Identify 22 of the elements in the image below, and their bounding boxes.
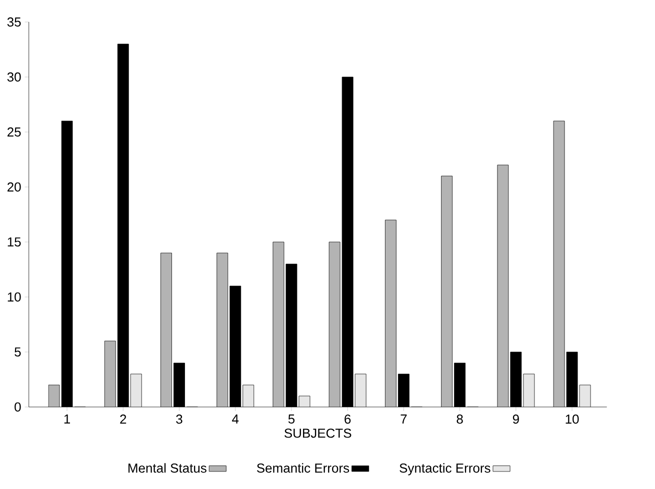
y-tick-label: 5	[14, 347, 21, 357]
y-tick-label: 0	[14, 402, 21, 412]
legend-label: Mental Status	[128, 463, 206, 473]
x-tick-label: 6	[344, 414, 351, 424]
legend-label: Semantic Errors	[256, 463, 350, 473]
y-tick-label: 30	[7, 72, 21, 82]
x-tick-label: 5	[288, 414, 295, 424]
y-tick-label: 35	[7, 17, 21, 27]
x-tick-label: 2	[120, 414, 126, 424]
y-tick-label: 20	[8, 182, 21, 192]
x-axis-title: SUBJECTS	[284, 428, 352, 438]
x-tick-label: 4	[232, 414, 239, 424]
x-tick-label: 8	[456, 414, 463, 424]
y-tick-label: 15	[8, 237, 21, 247]
legend-label: Syntactic Errors	[400, 463, 490, 476]
x-tick-label: 3	[176, 414, 182, 424]
y-tick-label: 10	[8, 292, 21, 302]
x-tick-label: 7	[400, 414, 407, 424]
x-tick-label: 10	[566, 414, 579, 424]
y-tick-label: 25	[8, 127, 21, 137]
x-tick-label: 1	[64, 414, 70, 424]
x-tick-label: 9	[512, 414, 519, 424]
